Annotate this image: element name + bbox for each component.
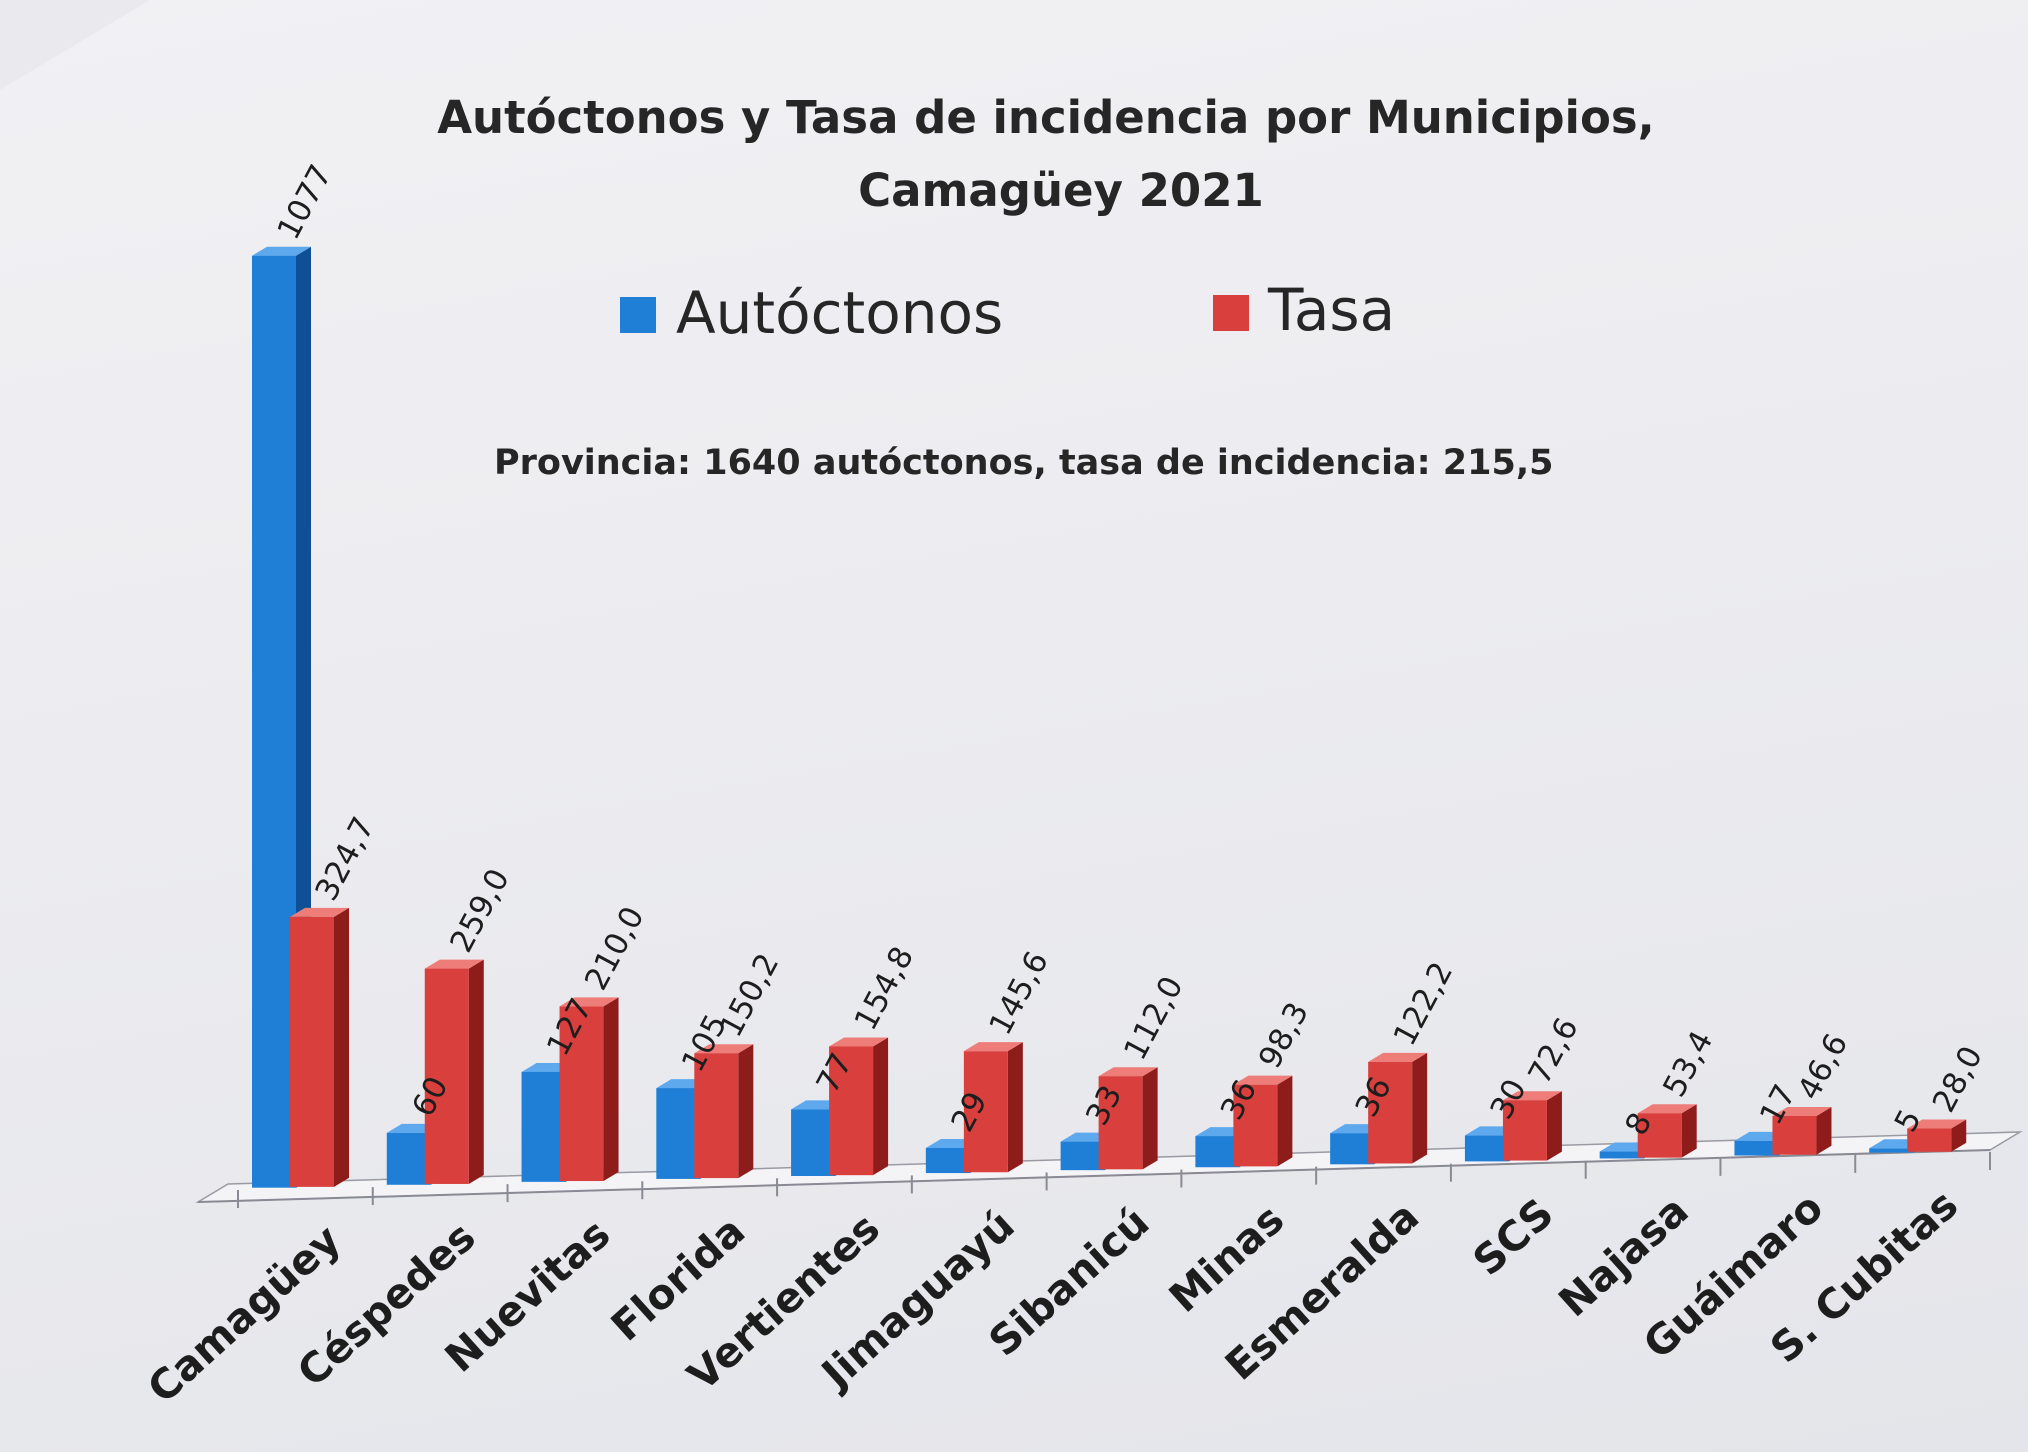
legend: Autóctonos Tasa xyxy=(620,276,1395,347)
bar-tasa-9-top xyxy=(1502,1091,1562,1101)
bar-tasa-2-front xyxy=(559,1006,604,1182)
value-label-tasa-6: 112,0 xyxy=(1117,971,1190,1066)
bar-tasa-3-front xyxy=(694,1053,739,1179)
bar-autoctonos-1-front xyxy=(386,1132,431,1185)
category-label-9: SCS xyxy=(1464,1189,1563,1285)
bar-tasa-8-side xyxy=(1412,1052,1428,1164)
bar-tasa-11 xyxy=(1772,1106,1832,1155)
bar-tasa-2-side xyxy=(603,997,619,1182)
province-annotation: Provincia: 1640 autóctonos, tasa de inci… xyxy=(494,443,1554,483)
bar-tasa-6 xyxy=(1098,1067,1158,1170)
value-label-tasa-3: 150,2 xyxy=(713,948,786,1043)
bar-tasa-7 xyxy=(1233,1075,1293,1167)
bar-tasa-11-top xyxy=(1772,1106,1832,1116)
value-label-tasa-0: 324,7 xyxy=(309,811,382,906)
bar-tasa-4-top xyxy=(829,1037,889,1047)
legend-swatch-tasa xyxy=(1213,295,1249,331)
value-label-tasa-5: 145,6 xyxy=(982,946,1055,1041)
bar-autoctonos-11-front xyxy=(1734,1140,1779,1156)
bar-autoctonos-2-front xyxy=(521,1071,566,1182)
bar-autoctonos-6-front xyxy=(1060,1141,1105,1171)
bar-tasa-8-front xyxy=(1368,1061,1413,1164)
value-label-autoctonos-0: 1077 xyxy=(271,159,340,246)
bar-tasa-3-top xyxy=(694,1044,754,1054)
bar-autoctonos-8-front xyxy=(1330,1133,1375,1165)
bar-tasa-4-side xyxy=(873,1037,889,1176)
bar-tasa-9 xyxy=(1502,1091,1562,1161)
bar-tasa-11-side xyxy=(1816,1106,1832,1155)
bar-tasa-12-side xyxy=(1951,1119,1967,1152)
bar-tasa-6-top xyxy=(1098,1067,1158,1077)
bar-tasa-7-top xyxy=(1233,1075,1293,1085)
bar-tasa-5-side xyxy=(1007,1042,1023,1173)
bar-tasa-9-side xyxy=(1546,1091,1562,1161)
bar-autoctonos-9-front xyxy=(1464,1135,1509,1162)
value-label-tasa-7: 98,3 xyxy=(1252,997,1316,1075)
bar-tasa-6-side xyxy=(1142,1067,1158,1170)
bar-tasa-1-top xyxy=(424,959,484,969)
bar-tasa-3 xyxy=(694,1044,754,1179)
value-label-tasa-1: 259,0 xyxy=(443,863,516,958)
bar-tasa-6-front xyxy=(1098,1076,1143,1170)
bar-tasa-9-front xyxy=(1502,1100,1547,1161)
bar-tasa-1-side xyxy=(468,959,484,1184)
value-label-tasa-9: 72,6 xyxy=(1521,1012,1585,1090)
bar-tasa-4 xyxy=(829,1037,889,1176)
x-axis-line xyxy=(197,1149,1991,1203)
bar-tasa-10-top xyxy=(1637,1104,1697,1114)
value-label-tasa-10: 53,4 xyxy=(1656,1025,1720,1103)
bar-tasa-0 xyxy=(290,907,349,1187)
bar-tasa-7-front xyxy=(1233,1084,1278,1167)
value-label-tasa-4: 154,8 xyxy=(848,941,921,1036)
value-label-tasa-12: 28,0 xyxy=(1926,1040,1990,1118)
bar-autoctonos-5-front xyxy=(925,1147,970,1174)
bar-autoctonos-3-front xyxy=(656,1088,701,1179)
chart-title-line-1: Autóctonos y Tasa de incidencia por Muni… xyxy=(437,91,1655,144)
legend-label-tasa: Tasa xyxy=(1267,276,1395,344)
bar-tasa-10-front xyxy=(1637,1113,1682,1158)
bar-tasa-8-top xyxy=(1368,1052,1428,1062)
bar-tasa-12 xyxy=(1907,1119,1967,1152)
bar-tasa-7-side xyxy=(1277,1075,1293,1167)
plot-area: 1077324,7Camagüey60259,0Céspedes127210,0… xyxy=(138,159,2023,1413)
bar-tasa-0-side xyxy=(334,907,349,1187)
bar-tasa-12-top xyxy=(1907,1119,1967,1129)
bar-autoctonos-0-front xyxy=(252,255,296,1188)
bar-autoctonos-10-front xyxy=(1599,1151,1644,1159)
value-label-tasa-2: 210,0 xyxy=(578,901,651,996)
bar-autoctonos-12-front xyxy=(1869,1148,1914,1153)
legend-label-autoctonos: Autóctonos xyxy=(676,279,1003,347)
bar-tasa-3-side xyxy=(738,1044,754,1179)
bar-tasa-8 xyxy=(1368,1052,1428,1164)
bar-autoctonos-0-top xyxy=(252,246,311,256)
bar-tasa-0-top xyxy=(290,907,349,917)
bar-tasa-5 xyxy=(963,1042,1023,1173)
bar-tasa-4-front xyxy=(829,1046,874,1176)
bar-tasa-0-front xyxy=(290,916,334,1187)
bar-tasa-5-front xyxy=(963,1051,1008,1173)
bar-tasa-12-front xyxy=(1907,1128,1952,1152)
bar-tasa-2-top xyxy=(559,997,619,1007)
bar-autoctonos-4-front xyxy=(791,1109,836,1177)
bar-tasa-11-front xyxy=(1772,1115,1817,1155)
bar-autoctonos-7-front xyxy=(1195,1136,1240,1168)
paper-corner xyxy=(0,0,150,90)
bar-tasa-10 xyxy=(1637,1104,1697,1158)
bar-tasa-2 xyxy=(559,997,619,1182)
bar-tasa-1-front xyxy=(424,968,469,1184)
bar-tasa-5-top xyxy=(963,1042,1023,1052)
value-label-tasa-11: 46,6 xyxy=(1791,1028,1855,1106)
bar-tasa-1 xyxy=(424,959,484,1184)
legend-swatch-autoctonos xyxy=(620,297,656,333)
bar-tasa-10-side xyxy=(1681,1104,1697,1158)
chart-title-line-2: Camagüey 2021 xyxy=(858,164,1264,217)
value-label-tasa-8: 122,2 xyxy=(1387,956,1460,1051)
